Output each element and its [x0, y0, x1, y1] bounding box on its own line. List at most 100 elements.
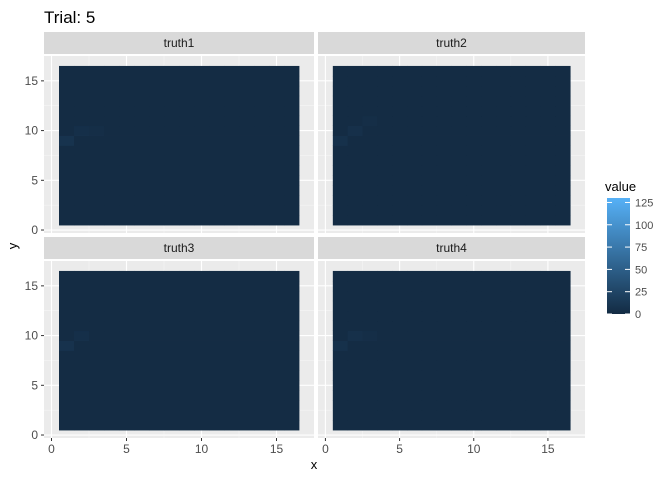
heatmap-tile — [224, 350, 240, 361]
heatmap-tile — [59, 175, 75, 186]
heatmap-tile — [254, 380, 270, 391]
heatmap-tile — [510, 85, 527, 97]
heatmap-tile — [510, 75, 527, 87]
heatmap-tile — [269, 350, 285, 361]
heatmap-tile — [436, 135, 452, 146]
heatmap-tile — [421, 65, 438, 77]
x-tick-label: 10 — [195, 442, 209, 456]
heatmap-tile — [540, 185, 556, 196]
heatmap-tile — [525, 320, 541, 332]
heatmap-tile — [254, 75, 270, 87]
heatmap-tile — [104, 420, 120, 431]
heatmap-tile — [104, 300, 120, 312]
heatmap-tile — [332, 195, 349, 206]
heatmap-tile — [332, 145, 349, 156]
heatmap-tile — [224, 280, 240, 292]
heatmap-tile — [540, 300, 556, 312]
heatmap-tile — [421, 270, 438, 282]
heatmap-tile — [436, 145, 452, 156]
heatmap-tile — [104, 125, 120, 136]
heatmap-tile — [119, 340, 135, 351]
heatmap-tile — [269, 185, 285, 196]
heatmap-tile — [269, 105, 285, 117]
heatmap-tile — [481, 310, 497, 322]
heatmap-tile — [209, 340, 225, 351]
heatmap-tile — [466, 215, 482, 226]
heatmap-tile — [540, 310, 556, 322]
legend-tick-label: 100 — [635, 220, 653, 232]
heatmap-tile — [540, 105, 556, 117]
heatmap-tile — [540, 135, 556, 146]
heatmap-tile — [466, 310, 482, 322]
heatmap-tile — [377, 350, 393, 361]
heatmap-tile — [377, 85, 393, 97]
heatmap-tile — [209, 135, 225, 146]
heatmap-tile — [239, 300, 255, 312]
heatmap-tile — [451, 310, 467, 322]
heatmap-tile — [377, 215, 393, 226]
heatmap-tile — [525, 360, 541, 371]
heatmap-tile — [209, 350, 225, 361]
heatmap-tile — [284, 155, 300, 166]
heatmap-tile — [436, 380, 452, 391]
heatmap-tile — [392, 185, 408, 196]
heatmap-tile — [134, 65, 150, 77]
heatmap-tile — [59, 85, 75, 97]
heatmap-tile — [377, 320, 393, 332]
heatmap-tile — [134, 75, 150, 87]
heatmap-tile — [466, 280, 482, 292]
heatmap-tile — [392, 300, 408, 312]
heatmap-tile — [510, 340, 527, 351]
heatmap-tile — [74, 185, 90, 196]
heatmap-tile — [347, 165, 363, 176]
heatmap-tile — [347, 85, 363, 97]
heatmap-tile — [74, 75, 90, 87]
heatmap-tile — [239, 175, 255, 186]
heatmap-tile — [194, 65, 210, 77]
heatmap-tile — [239, 75, 255, 87]
heatmap-tile — [421, 165, 438, 176]
heatmap-tile — [134, 420, 150, 431]
heatmap-tile — [254, 330, 270, 341]
heatmap-tile — [555, 135, 571, 146]
heatmap-tile — [481, 390, 497, 401]
heatmap-tile — [239, 145, 255, 156]
heatmap-tile — [59, 330, 75, 341]
heatmap-tile — [119, 85, 135, 97]
heatmap-tile — [104, 400, 120, 411]
heatmap-tile — [254, 85, 270, 97]
heatmap-tile — [269, 320, 285, 332]
heatmap-tile — [149, 390, 165, 401]
heatmap-tile — [149, 105, 165, 117]
heatmap-tile — [194, 420, 210, 431]
heatmap-tile — [104, 85, 120, 97]
heatmap-tile — [362, 360, 378, 371]
heatmap-tile — [149, 125, 165, 136]
heatmap-tile — [119, 290, 135, 302]
heatmap-tile — [555, 185, 571, 196]
heatmap-tile — [149, 115, 165, 127]
heatmap-tile — [254, 115, 270, 127]
heatmap-tile — [481, 115, 497, 127]
heatmap-tile — [149, 185, 165, 196]
heatmap-tile — [74, 135, 90, 146]
heatmap-tile — [377, 75, 393, 87]
heatmap-tile — [284, 420, 300, 431]
heatmap-tile — [555, 330, 571, 341]
heatmap-tile — [540, 195, 556, 206]
heatmap-tile — [239, 270, 255, 282]
heatmap-tile — [421, 185, 438, 196]
heatmap-tile — [332, 350, 349, 361]
heatmap-tile — [269, 290, 285, 302]
heatmap-tile — [451, 185, 467, 196]
heatmap-tile — [392, 380, 408, 391]
heatmap-tile — [436, 175, 452, 186]
heatmap-tile — [362, 145, 378, 156]
heatmap-tile — [481, 195, 497, 206]
heatmap-tile — [254, 280, 270, 292]
heatmap-tile — [481, 380, 497, 391]
heatmap-tile — [269, 145, 285, 156]
heatmap-tile — [104, 115, 120, 127]
heatmap-tile — [540, 280, 556, 292]
heatmap-tile — [149, 330, 165, 341]
